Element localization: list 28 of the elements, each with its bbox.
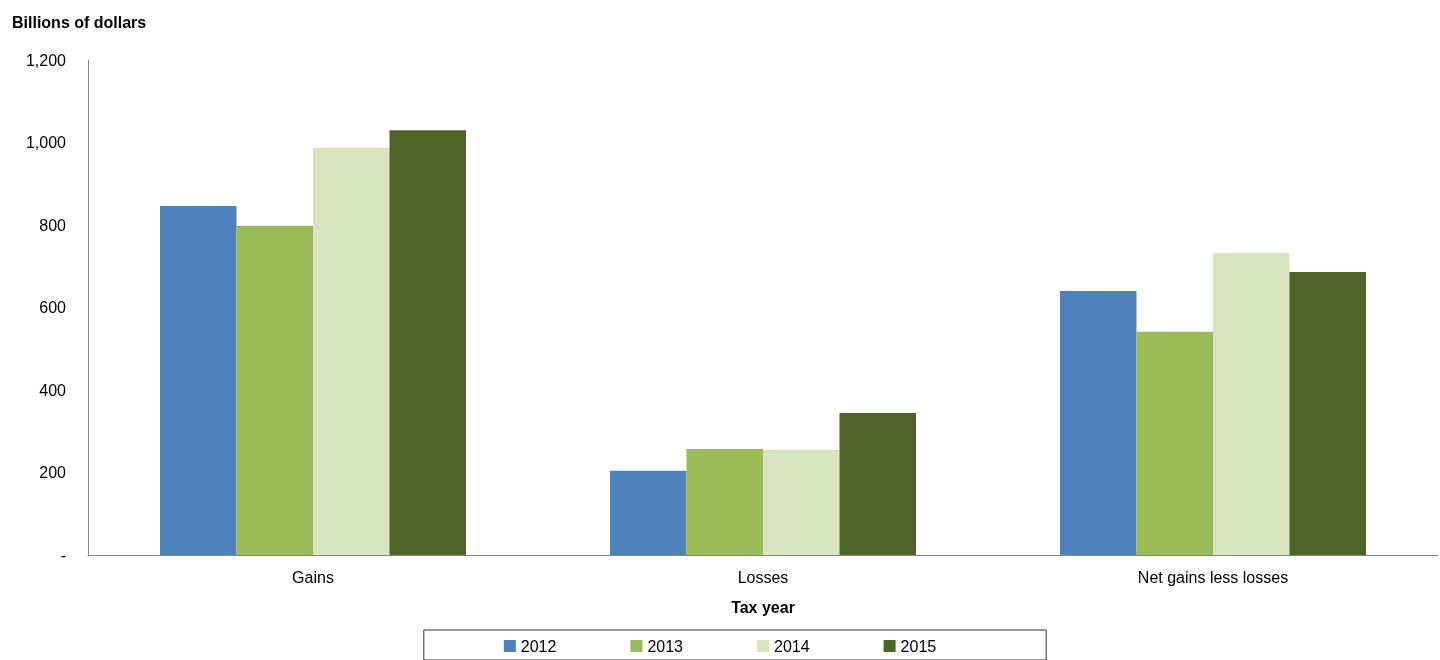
bar bbox=[1289, 272, 1366, 555]
bar bbox=[1136, 331, 1213, 555]
y-tick-label: 600 bbox=[39, 299, 67, 316]
bar bbox=[686, 448, 763, 555]
legend-label: 2013 bbox=[647, 637, 684, 655]
bar bbox=[1060, 291, 1137, 555]
bar bbox=[160, 206, 237, 555]
bar bbox=[610, 470, 687, 555]
bar bbox=[236, 225, 313, 555]
x-tick-label: Gains bbox=[292, 568, 334, 586]
bar bbox=[313, 147, 390, 555]
x-tick-label: Losses bbox=[737, 568, 789, 586]
bar bbox=[1213, 253, 1290, 555]
y-tick-label: 1,200 bbox=[25, 51, 67, 69]
y-tick-label: 800 bbox=[39, 216, 67, 234]
y-tick-label: 200 bbox=[39, 464, 67, 481]
bar bbox=[839, 413, 916, 555]
y-tick-label: - bbox=[60, 546, 66, 564]
legend-label: 2014 bbox=[774, 637, 810, 655]
x-axis-title: Tax year bbox=[731, 598, 795, 616]
bar bbox=[763, 449, 840, 555]
y-tick-label: 400 bbox=[39, 381, 67, 399]
y-axis-title: Billions of dollars bbox=[12, 13, 147, 31]
y-tick-label: 1,000 bbox=[25, 134, 67, 151]
legend-label: 2012 bbox=[520, 637, 557, 655]
bar bbox=[389, 130, 466, 555]
legend-label: 2015 bbox=[900, 637, 937, 655]
x-tick-label: Net gains less losses bbox=[1137, 568, 1289, 586]
